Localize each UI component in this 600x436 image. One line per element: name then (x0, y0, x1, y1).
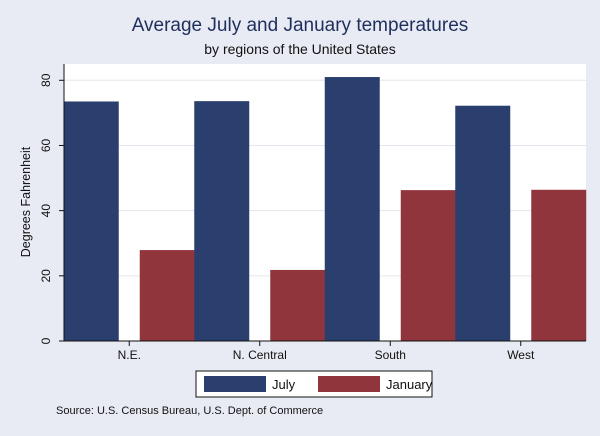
bars (63, 77, 587, 342)
bar-january-0 (139, 250, 195, 341)
legend-label-january: January (386, 377, 433, 392)
bar-july-0 (63, 101, 119, 341)
bar-july-1 (194, 101, 250, 341)
legend-swatch-july (204, 376, 266, 392)
bar-july-2 (324, 77, 380, 342)
source-note: Source: U.S. Census Bureau, U.S. Dept. o… (56, 405, 323, 417)
x-tick-label: South (375, 348, 406, 362)
legend: July January (195, 370, 433, 398)
chart-title: Average July and January temperatures (132, 15, 469, 36)
legend-swatch-january (318, 376, 380, 392)
y-tick-label: 40 (39, 204, 53, 218)
y-tick-label: 20 (39, 269, 53, 283)
bar-january-3 (531, 189, 587, 341)
y-ticks: 0 20 40 60 80 (39, 73, 64, 344)
y-axis-title: Degrees Fahrenheit (19, 146, 33, 257)
y-tick-label: 60 (39, 138, 53, 152)
legend-label-july: July (272, 377, 296, 392)
x-tick-label: N. Central (233, 348, 287, 362)
y-tick-label: 0 (39, 337, 53, 344)
x-tick-label: N.E. (118, 348, 141, 362)
bar-july-3 (455, 105, 511, 341)
y-tick-label: 80 (39, 73, 53, 87)
chart-subtitle: by regions of the United States (204, 41, 395, 57)
bar-january-2 (400, 190, 456, 341)
x-tick-label: West (507, 348, 535, 362)
legend-box (195, 370, 433, 398)
bar-january-1 (270, 269, 326, 341)
x-ticks: N.E. N. Central South West (118, 341, 535, 362)
